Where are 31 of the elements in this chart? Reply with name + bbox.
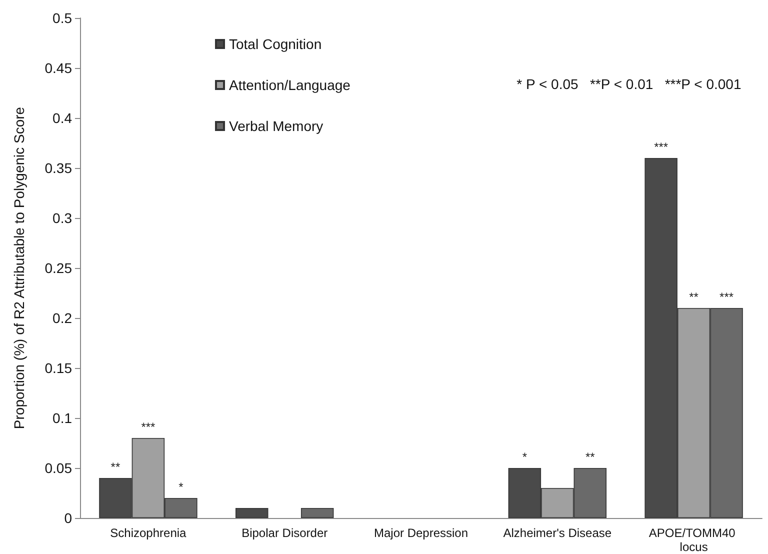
legend-label: Total Cognition (229, 36, 322, 52)
data-label: * (522, 450, 528, 464)
data-label: ** (110, 460, 120, 474)
y-tick-label: 0.15 (44, 360, 72, 376)
x-tick-label: Bipolar Disorder (242, 526, 328, 540)
y-tick-label: 0.45 (44, 60, 72, 76)
y-tick-label: 0.4 (52, 110, 72, 126)
bar (300, 508, 334, 518)
y-tick-label: 0.35 (44, 160, 72, 176)
data-label: * (178, 480, 184, 494)
data-label: ** (585, 450, 596, 464)
x-tick-label: Alzheimer's Disease (503, 526, 612, 540)
y-tick-label: 0.05 (44, 460, 72, 476)
legend-label: Attention/Language (229, 77, 351, 93)
y-tick-label: 0.1 (52, 410, 72, 426)
y-axis-title: Proportion (%) of R2 Attributable to Polygenic Score (11, 106, 27, 430)
data-label: *** (654, 140, 668, 154)
y-tick-label: 0.5 (52, 10, 72, 26)
y-tick-label: 0.25 (44, 260, 72, 276)
bar (235, 508, 268, 518)
data-label: *** (720, 290, 734, 304)
data-label: *** (141, 420, 156, 434)
y-tick-label: 0 (64, 510, 72, 526)
data-label: ** (689, 290, 699, 304)
y-tick-label: 0.2 (52, 310, 72, 326)
annotation: * P < 0.05 **P < 0.01 ***P < 0.001 (516, 76, 742, 92)
x-tick-label: APOE/TOMM40 locus (648, 526, 739, 554)
x-tick-label: Major Depression (374, 526, 468, 540)
legend-label: Verbal Memory (229, 118, 324, 134)
x-tick-label: Schizophrenia (110, 526, 187, 540)
y-tick-label: 0.3 (52, 210, 72, 226)
